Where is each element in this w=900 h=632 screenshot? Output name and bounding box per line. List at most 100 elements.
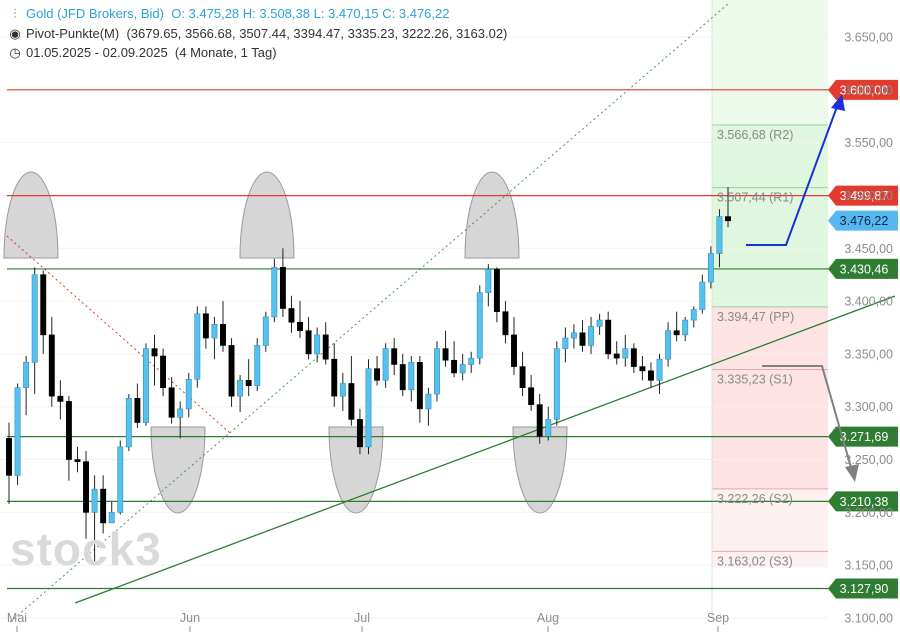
candle [211,316,218,360]
price-tag-label: 3.499,87 [840,189,889,203]
candle [536,394,543,444]
pivot-row: ◉ Pivot-Punkte(M) (3679.65, 3566.68, 3507… [8,26,507,42]
candle [690,306,697,328]
date-range[interactable]: 01.05.2025 - 02.09.2025 [26,45,168,60]
candle-body [31,274,38,363]
candle [142,343,149,426]
candle-body [656,358,663,381]
candle-body [596,319,603,327]
candle-body [168,387,175,418]
horizontal-levels[interactable]: 3.600,00 3.499,87 3.476,22 3.430,46 3.271,69… [7,79,898,599]
candle [622,334,629,367]
candle-body [476,292,483,359]
candle [451,341,458,378]
x-axis[interactable]: Mai Jun Jul Aug Sep [7,611,729,632]
candle [596,313,603,335]
candle [630,343,637,373]
cycle-arcs [3,171,568,514]
x-tick-label: Mai [7,611,27,625]
candle [31,267,38,395]
price-tag-shape [828,185,898,206]
candle-body [493,269,500,312]
y-tick-label: 3.300,00 [844,400,893,414]
cycle-arc [464,171,520,259]
cycle-arc [512,426,568,514]
y-tick-label: 3.550,00 [844,136,893,150]
y-tick-label: 3.100,00 [844,612,893,626]
trendlines [6,3,896,623]
candle [613,341,620,365]
candle [519,351,526,397]
price-tag: 3.127,90 [828,578,898,599]
instrument-title[interactable]: Gold (JFD Brokers, Bid) [26,6,164,21]
pivot-title[interactable]: Pivot-Punkte(M) [26,26,120,41]
price-tag: 3.476,22 [828,210,898,231]
y-tick-label: 3.600,00 [844,83,893,97]
candle [502,301,509,344]
candle [716,209,723,268]
candle-body [382,348,389,381]
candle [40,270,47,354]
candle-body [434,348,440,395]
candle-body [314,334,321,355]
cycle-arc [150,426,206,514]
candle-body [682,319,689,336]
candle [562,327,569,363]
candle-body [117,446,124,513]
candle-body [254,345,261,386]
candle-body [562,337,569,349]
candle-body [374,368,381,381]
candle [271,258,278,323]
pivot-zones [711,0,828,618]
candle [125,394,132,452]
pivot-label: 3.335,23 (S1) [717,373,793,387]
candle-body [297,321,303,331]
candle [254,338,261,391]
price-tag: 3.271,69 [828,426,898,447]
price-tag-shape [828,210,898,231]
price-tag-label: 3.271,69 [840,430,889,444]
candle [100,475,107,534]
candle [434,341,440,402]
candle [639,356,646,381]
candle [305,316,312,360]
candle-body [570,332,577,339]
candle-body [14,387,21,476]
candle [262,311,269,352]
candle-body [545,419,552,437]
candle-body [228,345,235,397]
candle-body [288,308,295,323]
instrument-row: ⫶ Gold (JFD Brokers, Bid) O: 3.475,28 H: … [8,6,449,22]
candle [588,316,595,354]
candle-body [716,216,723,254]
candle-body [613,353,620,359]
candle-body [699,281,706,310]
candle [322,322,329,365]
y-tick-label: 3.200,00 [844,506,893,520]
pivot-label: 3.507,44 (R1) [717,191,793,205]
range-note: (4 Monate, 1 Tag) [174,45,277,60]
y-tick-label: 3.650,00 [844,31,893,45]
candlestick-icon: ⫶ [13,6,17,21]
y-tick-label: 3.250,00 [844,453,893,467]
candle [83,451,89,539]
y-tick-label: 3.150,00 [844,559,893,573]
candle-body [459,364,466,374]
candle-body [630,348,637,367]
candle-body [177,408,184,418]
y-axis[interactable]: 3.650,00 3.600,00 3.550,00 3.500,00 3.450,00… [830,0,900,632]
cycle-arc [239,171,295,259]
candle [288,295,295,333]
candle [228,338,235,407]
candle-body [622,348,629,359]
candle [493,267,500,323]
candle [725,187,731,228]
indicator-dot-icon: ◉ [9,26,21,41]
candle-body [391,348,398,365]
candle-body [237,380,244,397]
watermark-logo: stock3 [10,523,162,575]
candle-body [134,397,141,423]
candle [365,359,372,455]
candle-body [271,266,278,318]
